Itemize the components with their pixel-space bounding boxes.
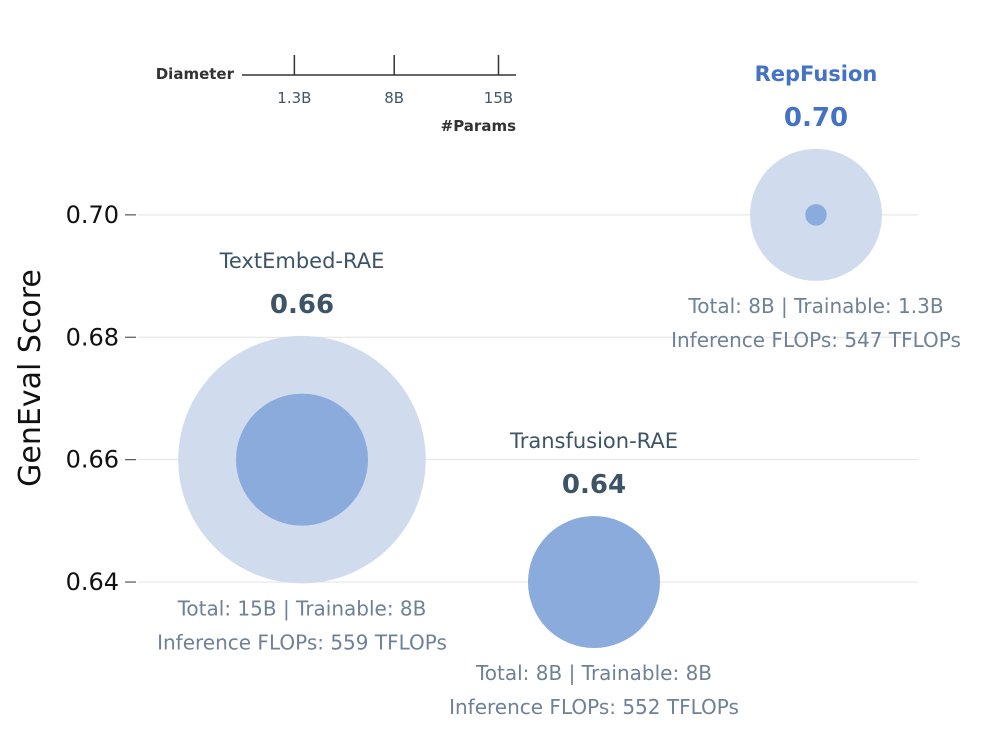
size-legend-tick-label: 8B — [384, 89, 404, 107]
model-flops-label: Inference FLOPs: 559 TFLOPs — [157, 630, 447, 654]
model-name-label: TextEmbed-RAE — [219, 249, 385, 273]
size-legend-ticks: 1.3B 8B 15B — [277, 55, 513, 107]
model-params-label: Total: 8B | Trainable: 8B — [475, 661, 712, 685]
bubble-layer — [178, 148, 882, 649]
y-tick-label: 0.68 — [66, 323, 119, 351]
model-flops-label: Inference FLOPs: 547 TFLOPs — [671, 328, 961, 352]
y-tick-label: 0.66 — [66, 446, 119, 474]
size-legend: Diameter 1.3B 8B 15B #Params — [156, 55, 516, 135]
model-flops-label: Inference FLOPs: 552 TFLOPs — [449, 695, 739, 719]
size-legend-tick-label: 1.3B — [277, 89, 311, 107]
bubble-trainable-params — [236, 393, 368, 526]
size-legend-tick-label: 15B — [484, 89, 513, 107]
model-name-label: RepFusion — [755, 62, 878, 86]
size-legend-title: Diameter — [156, 65, 235, 83]
model-score-label: 0.66 — [270, 290, 334, 320]
model-score-label: 0.64 — [562, 470, 626, 500]
y-tick-label: 0.70 — [66, 201, 119, 229]
bubble-trainable-params — [528, 516, 660, 649]
y-tick-label: 0.64 — [66, 568, 119, 596]
y-axis-title: GenEval Score — [13, 269, 48, 487]
model-params-label: Total: 15B | Trainable: 8B — [177, 596, 427, 620]
model-name-label: Transfusion-RAE — [509, 429, 678, 453]
bubble-trainable-params — [805, 204, 827, 226]
label-layer: TextEmbed-RAE 0.66 Total: 15B | Trainable:… — [157, 62, 961, 719]
model-params-label: Total: 8B | Trainable: 1.3B — [687, 294, 943, 318]
size-legend-axis-label: #Params — [441, 117, 516, 135]
model-score-label: 0.70 — [784, 103, 848, 133]
